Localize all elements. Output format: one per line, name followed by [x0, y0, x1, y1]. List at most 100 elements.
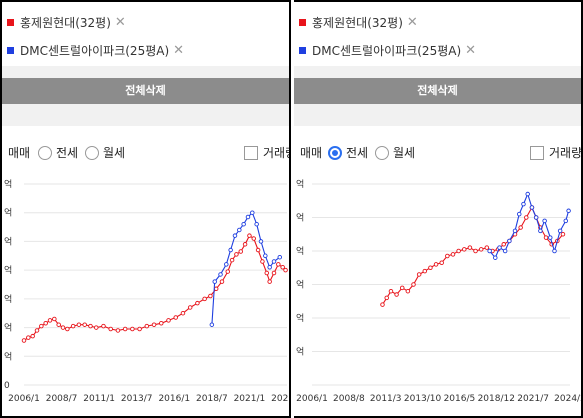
- data-point: [225, 269, 231, 274]
- data-point: [166, 318, 171, 323]
- close-icon[interactable]: ✕: [114, 14, 126, 30]
- filter-sale-label: 매매: [8, 146, 31, 160]
- y-tick-label: 억: [4, 178, 12, 190]
- series-line: [211, 211, 281, 325]
- y-tick-label: 억: [4, 322, 12, 334]
- data-point: [251, 236, 257, 241]
- data-point: [247, 233, 252, 238]
- data-point: [213, 286, 219, 292]
- filter-wolse[interactable]: 월세: [375, 144, 415, 161]
- data-point: [529, 205, 535, 210]
- data-point: [180, 310, 186, 316]
- x-tick-label: 2008/7: [46, 394, 78, 404]
- checkbox-transactions[interactable]: [530, 145, 544, 160]
- x-tick-label: 2023/7: [271, 394, 291, 404]
- data-point: [56, 322, 61, 327]
- data-point: [543, 235, 549, 240]
- data-point: [94, 325, 99, 330]
- compare-item-label: 홍제원현대(32평): [20, 15, 111, 30]
- y-tick-label: 억: [4, 235, 12, 247]
- data-point: [548, 235, 553, 240]
- filter-jeonse[interactable]: 전세: [38, 144, 78, 161]
- data-point: [501, 242, 506, 247]
- data-point: [202, 296, 207, 302]
- data-point: [533, 215, 539, 220]
- data-point: [76, 322, 82, 327]
- data-point: [245, 214, 251, 220]
- right-compare-panel: 홍제원현대(32평) ✕ DMC센트럴아이파크(25평A) ✕ 전체삭제 매매 …: [294, 0, 583, 418]
- clear-all-button[interactable]: 전체삭제: [2, 78, 289, 104]
- data-point: [516, 211, 522, 217]
- divider: [2, 104, 289, 126]
- clear-all-button[interactable]: 전체삭제: [294, 78, 581, 104]
- filter-sale[interactable]: 매매: [8, 144, 30, 161]
- data-point: [60, 325, 66, 330]
- data-point: [478, 247, 484, 252]
- data-point: [380, 302, 385, 307]
- close-icon[interactable]: ✕: [406, 14, 418, 30]
- compare-item: 홍제원현대(32평) ✕: [299, 13, 418, 31]
- checkbox-transactions[interactable]: [244, 145, 258, 160]
- data-point: [260, 259, 265, 264]
- close-icon[interactable]: ✕: [465, 42, 477, 58]
- filter-transactions[interactable]: 거래량: [244, 144, 289, 161]
- x-tick-label: 2021/1: [234, 394, 266, 404]
- data-point: [52, 316, 57, 322]
- series-swatch-red: [7, 18, 14, 26]
- filter-transactions[interactable]: 거래량: [530, 144, 581, 161]
- radio-wolse[interactable]: [85, 145, 99, 160]
- divider: [294, 104, 581, 126]
- data-point: [242, 242, 248, 247]
- data-point: [258, 239, 264, 244]
- data-point: [218, 272, 223, 277]
- x-tick-label: 2016/5: [444, 394, 476, 404]
- data-point: [538, 228, 543, 234]
- data-point: [137, 326, 142, 332]
- radio-jeonse[interactable]: [328, 145, 342, 160]
- data-point: [250, 210, 255, 215]
- filter-sale-label: 매매: [300, 146, 323, 160]
- radio-jeonse[interactable]: [38, 145, 52, 160]
- data-point: [484, 245, 490, 250]
- data-point: [88, 323, 93, 329]
- x-tick-label: 2018/7: [196, 394, 228, 404]
- compare-list: 홍제원현대(32평) ✕ DMC센트럴아이파크(25평A) ✕: [294, 2, 581, 66]
- data-point: [276, 262, 281, 267]
- data-point: [255, 247, 261, 253]
- filter-transactions-label: 거래량: [263, 146, 289, 160]
- filter-sale[interactable]: 매매: [300, 144, 322, 161]
- radio-wolse[interactable]: [375, 145, 389, 160]
- filter-jeonse[interactable]: 전세: [328, 144, 368, 161]
- data-point: [462, 247, 467, 252]
- data-point: [502, 248, 508, 254]
- x-tick-label: 2011/3: [370, 394, 402, 404]
- data-point: [524, 215, 529, 220]
- data-point: [521, 201, 526, 207]
- data-point: [254, 221, 259, 227]
- data-point: [39, 323, 44, 329]
- data-point: [283, 267, 288, 273]
- data-point: [542, 218, 547, 224]
- data-point: [130, 326, 135, 332]
- close-icon[interactable]: ✕: [173, 42, 185, 58]
- compare-item-label: DMC센트럴아이파크(25평A): [312, 43, 462, 58]
- data-point: [43, 321, 48, 326]
- data-point: [563, 218, 569, 224]
- filter-wolse[interactable]: 월세: [85, 144, 125, 161]
- y-tick-label: 억: [4, 350, 12, 362]
- data-point: [208, 293, 213, 299]
- x-tick-label: 2021/7: [517, 394, 549, 404]
- y-tick-label: 억: [296, 212, 304, 224]
- data-point: [173, 315, 178, 320]
- y-tick-label: 억: [296, 312, 304, 324]
- data-point: [557, 228, 563, 234]
- data-point: [394, 292, 399, 297]
- data-point: [267, 265, 272, 270]
- left-compare-panel: 홍제원현대(32평) ✕ DMC센트럴아이파크(25평A) ✕ 전체삭제 매매 …: [0, 0, 291, 418]
- data-point: [416, 272, 422, 277]
- data-point: [552, 248, 557, 254]
- data-point: [195, 300, 200, 306]
- data-point: [566, 208, 571, 214]
